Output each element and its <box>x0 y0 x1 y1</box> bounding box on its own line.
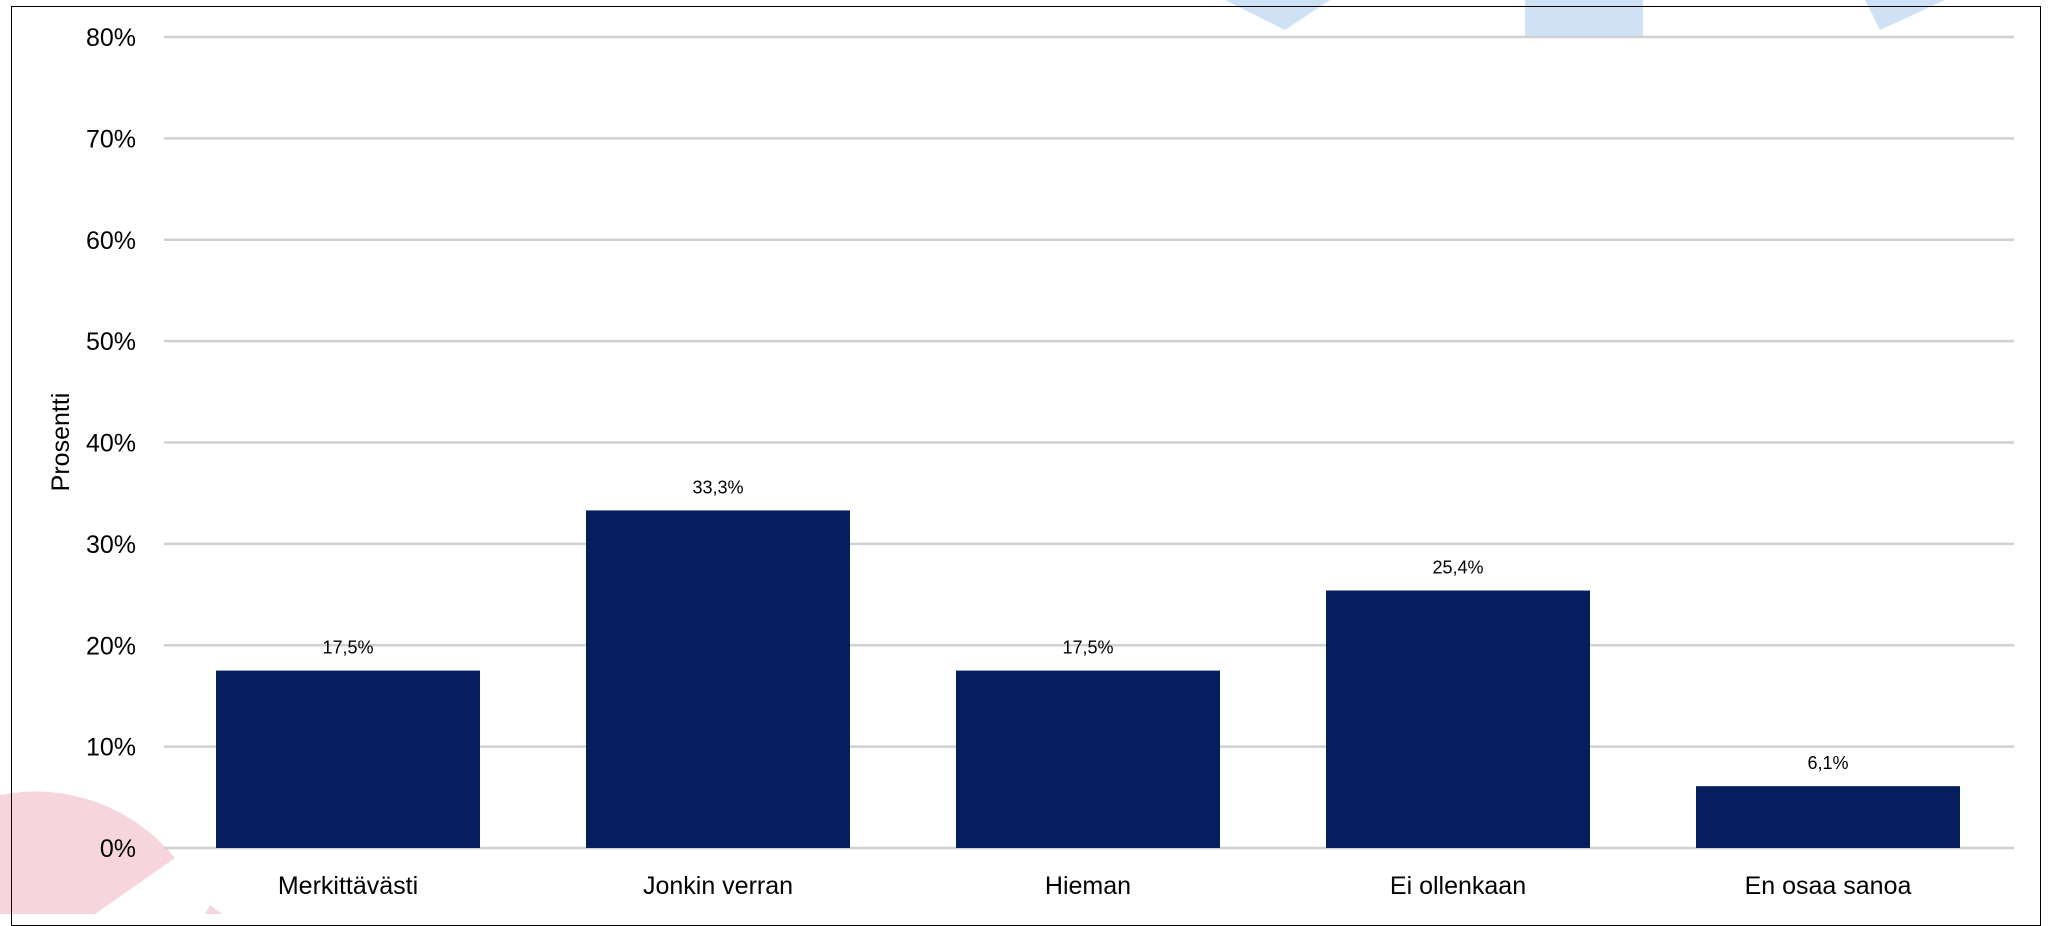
x-category-label: Jonkin verran <box>643 872 793 900</box>
x-category-label: Merkittävästi <box>278 872 418 900</box>
decor-pink-circle <box>0 791 175 914</box>
data-label: 17,5% <box>322 638 373 658</box>
y-tick-label: 20% <box>86 632 136 660</box>
decor-blue-triangle-right <box>1865 0 1945 30</box>
decor-blue-triangle-left <box>1225 0 1330 30</box>
bar <box>1696 786 1960 848</box>
data-label: 25,4% <box>1432 558 1483 578</box>
y-tick-label: 50% <box>86 328 136 356</box>
y-tick-label: 80% <box>86 24 136 52</box>
y-tick-label: 60% <box>86 227 136 255</box>
bar <box>586 510 850 848</box>
y-tick-label: 70% <box>86 125 136 153</box>
bars <box>216 510 1960 848</box>
y-axis-tick-labels: 0% 10% 20% 30% 40% 50% 60% 70% 80% <box>86 24 136 863</box>
chart-border <box>11 6 2041 926</box>
bar <box>1326 590 1590 848</box>
data-labels: 17,5% 33,3% 17,5% 25,4% 6,1% <box>322 477 1848 773</box>
y-tick-label: 30% <box>86 531 136 559</box>
decor-pink-stripe <box>205 905 222 914</box>
x-category-label: En osaa sanoa <box>1745 872 1912 900</box>
bar <box>956 670 1220 848</box>
y-tick-label: 0% <box>100 835 136 863</box>
data-label: 6,1% <box>1807 753 1848 773</box>
x-axis-category-labels: Merkittävästi Jonkin verran Hieman Ei ollen… <box>278 872 1912 900</box>
bar <box>216 670 480 848</box>
x-category-label: Hieman <box>1045 872 1131 900</box>
y-tick-label: 40% <box>86 430 136 458</box>
data-label: 17,5% <box>1062 638 1113 658</box>
data-label: 33,3% <box>692 477 743 497</box>
x-category-label: Ei ollenkaan <box>1390 872 1526 900</box>
y-tick-label: 10% <box>86 734 136 762</box>
y-axis-title: Prosentti <box>47 393 75 492</box>
